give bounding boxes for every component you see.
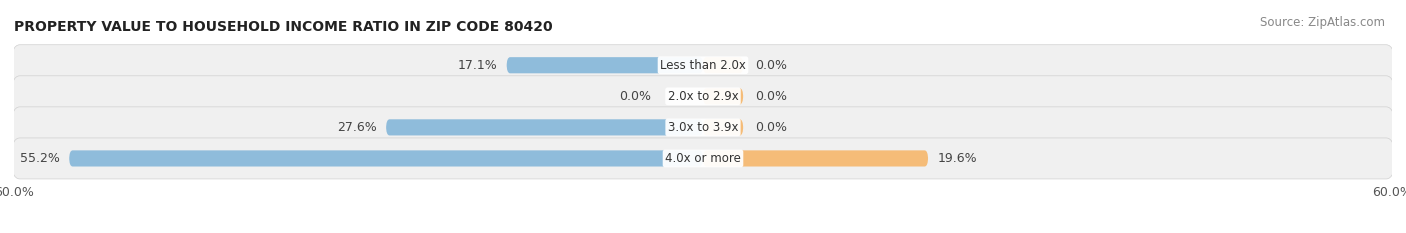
- Text: 17.1%: 17.1%: [458, 59, 498, 72]
- FancyBboxPatch shape: [703, 150, 928, 167]
- Text: 55.2%: 55.2%: [20, 152, 60, 165]
- FancyBboxPatch shape: [69, 150, 703, 167]
- Text: 3.0x to 3.9x: 3.0x to 3.9x: [668, 121, 738, 134]
- FancyBboxPatch shape: [11, 45, 1395, 86]
- Text: PROPERTY VALUE TO HOUSEHOLD INCOME RATIO IN ZIP CODE 80420: PROPERTY VALUE TO HOUSEHOLD INCOME RATIO…: [14, 20, 553, 34]
- Text: 4.0x or more: 4.0x or more: [665, 152, 741, 165]
- Text: Less than 2.0x: Less than 2.0x: [659, 59, 747, 72]
- Text: 0.0%: 0.0%: [755, 59, 787, 72]
- Text: 0.0%: 0.0%: [755, 121, 787, 134]
- FancyBboxPatch shape: [11, 138, 1395, 179]
- Text: 0.0%: 0.0%: [619, 90, 651, 103]
- Text: 19.6%: 19.6%: [938, 152, 977, 165]
- Text: Source: ZipAtlas.com: Source: ZipAtlas.com: [1260, 16, 1385, 29]
- FancyBboxPatch shape: [703, 88, 744, 104]
- FancyBboxPatch shape: [703, 57, 744, 73]
- FancyBboxPatch shape: [387, 119, 703, 135]
- Text: 0.0%: 0.0%: [755, 90, 787, 103]
- FancyBboxPatch shape: [506, 57, 703, 73]
- Text: 2.0x to 2.9x: 2.0x to 2.9x: [668, 90, 738, 103]
- FancyBboxPatch shape: [11, 76, 1395, 117]
- FancyBboxPatch shape: [703, 119, 744, 135]
- FancyBboxPatch shape: [11, 107, 1395, 148]
- Text: 27.6%: 27.6%: [337, 121, 377, 134]
